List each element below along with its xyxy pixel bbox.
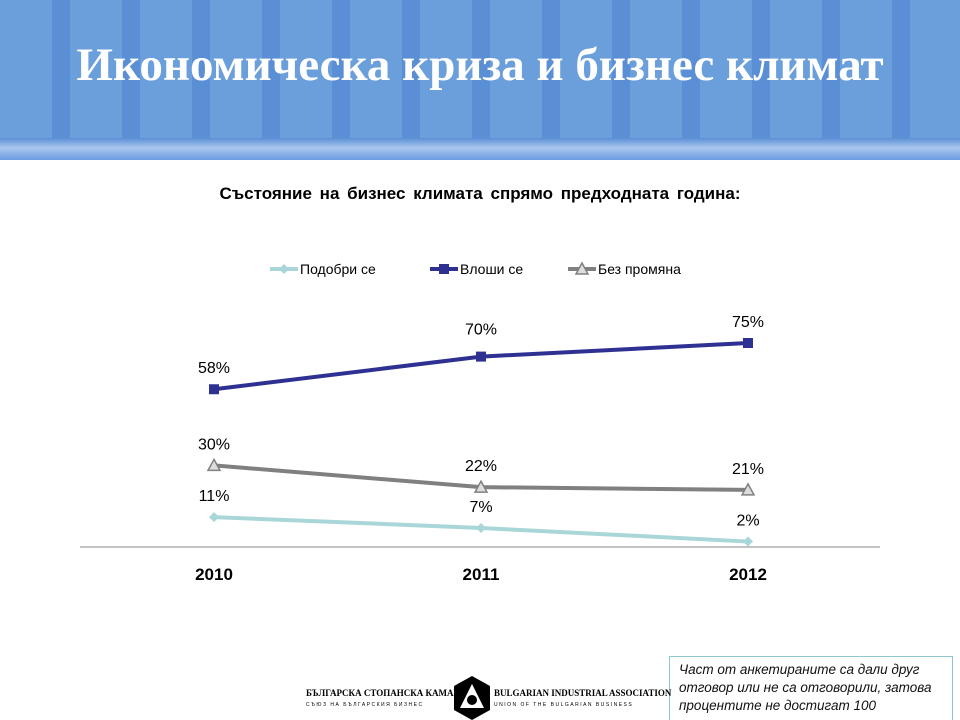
data-point [476, 522, 486, 533]
legend-marker [439, 264, 449, 274]
data-label: 58% [198, 360, 230, 377]
data-point [206, 457, 222, 472]
legend-marker [279, 264, 289, 274]
legend-marker [574, 261, 590, 275]
bia-logo: БЪЛГАРСКА СТОПАНСКА КАМАРА СЪЮЗ НА БЪЛГА… [306, 676, 671, 720]
data-point [473, 479, 489, 493]
data-point [209, 512, 219, 523]
legend-label: Влоши се [460, 261, 523, 277]
data-label: 11% [199, 488, 230, 505]
data-label: 2% [736, 513, 759, 530]
data-point [476, 351, 486, 362]
legend-label: Без промяна [598, 261, 681, 277]
x-tick-label: 2011 [463, 565, 500, 584]
x-tick-label: 2010 [195, 565, 233, 584]
legend-label: Подобри се [300, 261, 376, 277]
data-point [743, 338, 753, 348]
footnote-box: Част от анкетираните са дали друг отгово… [669, 656, 953, 720]
header-banner [0, 0, 960, 160]
data-label: 70% [465, 322, 497, 339]
data-label: 21% [732, 461, 764, 478]
data-point [209, 384, 219, 395]
data-point [743, 536, 753, 547]
slide-title: Икономическа криза и бизнес климат [76, 39, 884, 91]
logo-sub-en: UNION OF THE BULGARIAN BUSINESS [494, 702, 634, 708]
data-point [740, 482, 756, 496]
x-tick-label: 2012 [729, 565, 767, 584]
chart-title: Състояние на бизнес климата спрямо предх… [219, 184, 741, 203]
data-label: 22% [465, 458, 497, 475]
data-label: 75% [732, 314, 764, 331]
data-label: 7% [469, 499, 492, 516]
logo-emblem-icon [454, 676, 490, 720]
logo-text-en: BULGARIAN INDUSTRIAL ASSOCIATION [494, 688, 672, 698]
logo-sub-bg: СЪЮЗ НА БЪЛГАРСКИЯ БИЗНЕС [306, 702, 424, 708]
data-label: 30% [198, 436, 230, 453]
logo-text-bg: БЪЛГАРСКА СТОПАНСКА КАМАРА [306, 688, 465, 698]
series-line-1 [213, 341, 749, 392]
